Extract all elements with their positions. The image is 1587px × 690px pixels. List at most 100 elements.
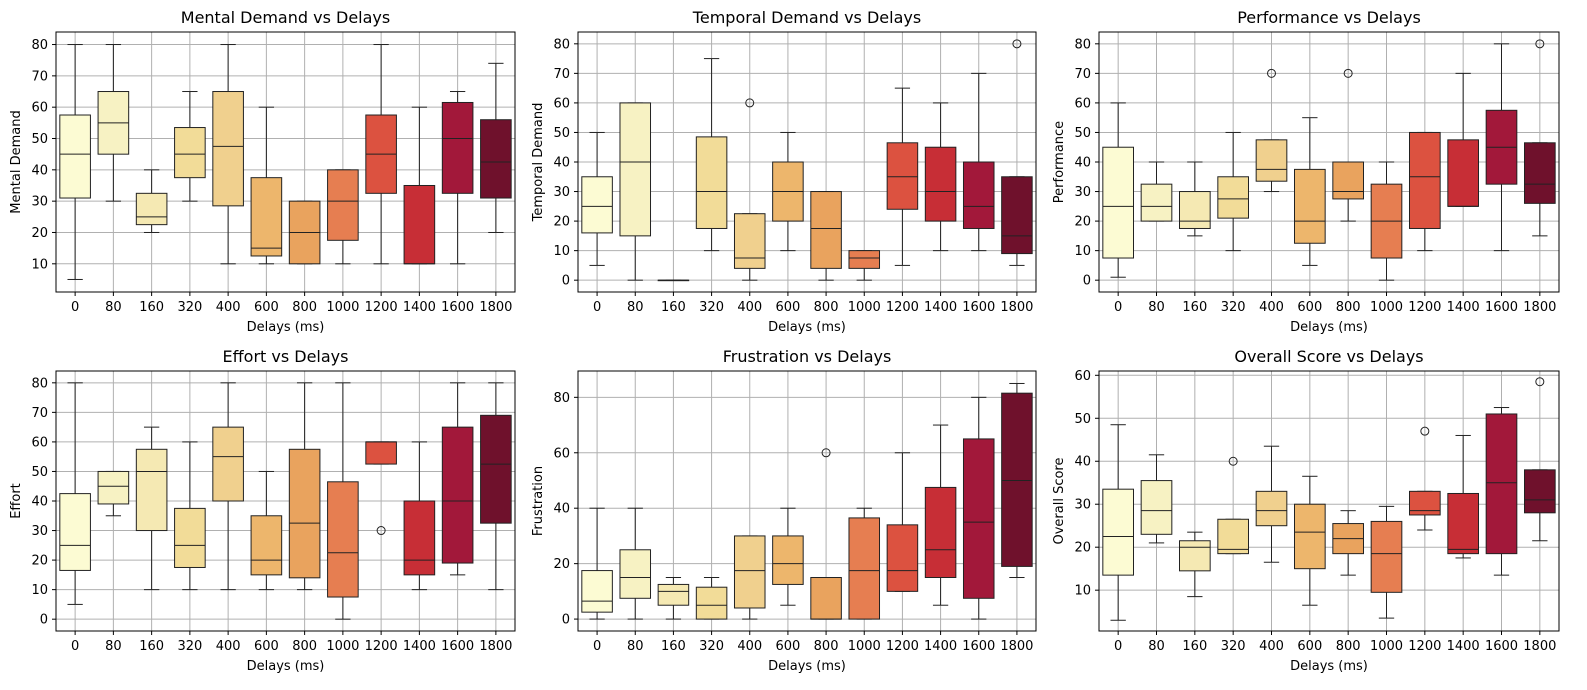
y-tick-label: 20 <box>31 554 48 569</box>
box <box>1102 146 1135 259</box>
y-tick-label: 40 <box>1074 455 1091 470</box>
box <box>1524 469 1556 514</box>
box <box>1217 176 1250 219</box>
x-tick-label: 1200 <box>1408 639 1441 654</box>
x-tick-label: 80 <box>627 300 644 315</box>
x-tick-label: 1800 <box>1000 639 1033 654</box>
box <box>886 142 919 210</box>
box <box>403 500 436 576</box>
box <box>327 481 359 598</box>
box <box>619 549 652 599</box>
x-tick-label: 160 <box>661 639 686 654</box>
x-tick-label: 1600 <box>441 639 474 654</box>
y-tick-label: 0 <box>562 613 570 628</box>
y-tick-label: 50 <box>31 132 48 147</box>
box <box>1524 142 1556 204</box>
x-axis-label: Delays (ms) <box>768 659 846 674</box>
y-tick-label: 40 <box>31 495 48 510</box>
box <box>1140 480 1173 535</box>
x-tick-label: 1000 <box>848 300 881 315</box>
x-tick-label: 320 <box>177 300 202 315</box>
outlier-point <box>1228 456 1238 466</box>
x-tick-label: 1400 <box>924 300 957 315</box>
box <box>212 91 244 207</box>
y-tick-label: 80 <box>553 37 570 52</box>
x-tick-label: 400 <box>1259 639 1284 654</box>
y-tick-label: 60 <box>1074 369 1091 384</box>
x-tick-label: 80 <box>627 639 644 654</box>
y-tick-label: 70 <box>1074 67 1091 82</box>
chart-title: Frustration vs Delays <box>723 347 892 366</box>
box <box>810 577 842 620</box>
y-tick-label: 70 <box>31 406 48 421</box>
box <box>97 470 130 505</box>
x-tick-label: 800 <box>814 639 839 654</box>
x-axis-label: Delays (ms) <box>768 320 846 335</box>
y-axis-label: Performance <box>1052 121 1067 203</box>
box <box>733 213 766 269</box>
box <box>924 486 957 579</box>
box <box>1447 139 1480 207</box>
box <box>581 176 613 234</box>
box <box>365 441 397 465</box>
x-tick-label: 1800 <box>1523 300 1556 315</box>
box <box>1217 518 1250 555</box>
x-axis-label: Delays (ms) <box>1290 320 1368 335</box>
y-tick-label: 0 <box>1083 274 1091 289</box>
box <box>848 250 881 269</box>
x-tick-label: 1400 <box>403 300 436 315</box>
x-tick-label: 1200 <box>886 300 919 315</box>
box <box>403 184 436 265</box>
box <box>1294 503 1326 570</box>
x-tick-label: 80 <box>1148 300 1165 315</box>
x-tick-label: 1600 <box>1485 639 1518 654</box>
y-tick-label: 40 <box>553 502 570 517</box>
box <box>250 177 283 257</box>
x-tick-label: 160 <box>1182 300 1207 315</box>
y-tick-label: 30 <box>553 185 570 200</box>
box <box>581 570 613 613</box>
x-tick-label: 400 <box>737 639 762 654</box>
x-tick-label: 600 <box>1297 300 1322 315</box>
outlier-point <box>1267 68 1276 78</box>
x-tick-label: 1000 <box>326 300 359 315</box>
box <box>327 169 359 241</box>
box <box>288 448 321 579</box>
x-tick-label: 1200 <box>365 639 398 654</box>
x-tick-label: 1800 <box>479 639 512 654</box>
y-tick-label: 80 <box>31 38 48 53</box>
y-axis-label: Temporal Demand <box>531 103 546 223</box>
axes-frame <box>577 370 1037 632</box>
box <box>886 524 919 592</box>
box <box>1409 131 1441 229</box>
box <box>1370 520 1403 593</box>
y-tick-label: 60 <box>31 101 48 116</box>
y-tick-label: 20 <box>553 215 570 230</box>
box <box>810 191 842 269</box>
box <box>480 119 512 199</box>
x-tick-label: 600 <box>776 300 801 315</box>
box <box>1332 161 1365 200</box>
x-tick-label: 1400 <box>924 639 957 654</box>
y-axis-label: Frustration <box>531 466 546 536</box>
y-tick-label: 40 <box>553 156 570 171</box>
outlier-point <box>821 448 831 458</box>
y-tick-label: 10 <box>1074 584 1091 599</box>
y-tick-label: 80 <box>553 391 570 406</box>
y-axis-label: Mental Demand <box>9 110 24 213</box>
outlier-point <box>376 526 386 536</box>
x-tick-label: 0 <box>71 300 79 315</box>
outlier-point <box>1535 39 1545 49</box>
box <box>772 535 804 585</box>
x-tick-label: 1000 <box>848 639 881 654</box>
x-tick-label: 400 <box>1259 300 1284 315</box>
box <box>657 583 690 606</box>
x-tick-label: 600 <box>1297 639 1322 654</box>
x-tick-label: 0 <box>593 300 601 315</box>
y-tick-label: 30 <box>1074 185 1091 200</box>
box <box>1001 176 1033 255</box>
x-tick-label: 320 <box>177 639 202 654</box>
